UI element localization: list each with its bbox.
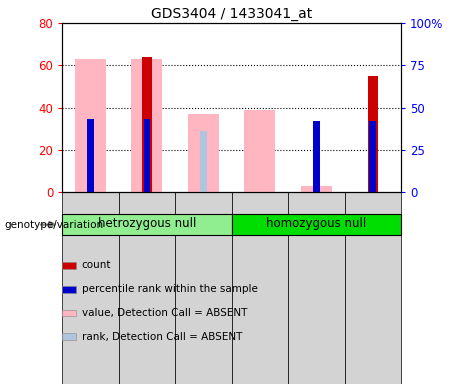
Bar <box>75 59 106 192</box>
Bar <box>231 192 288 384</box>
Bar <box>200 131 207 192</box>
Bar <box>313 121 320 192</box>
Text: rank, Detection Call = ABSENT: rank, Detection Call = ABSENT <box>82 332 242 342</box>
Text: percentile rank within the sample: percentile rank within the sample <box>82 284 258 294</box>
Bar <box>301 186 332 192</box>
FancyBboxPatch shape <box>231 214 401 235</box>
Title: GDS3404 / 1433041_at: GDS3404 / 1433041_at <box>151 7 312 21</box>
Text: hetrozygous null: hetrozygous null <box>98 217 196 230</box>
Bar <box>369 121 376 192</box>
Text: count: count <box>82 260 111 270</box>
Bar <box>344 192 401 384</box>
Bar <box>175 192 231 384</box>
Bar <box>244 110 275 192</box>
Text: value, Detection Call = ABSENT: value, Detection Call = ABSENT <box>82 308 247 318</box>
Bar <box>143 119 150 192</box>
Bar <box>368 76 378 192</box>
Text: genotype/variation: genotype/variation <box>5 220 104 230</box>
Bar <box>87 119 94 192</box>
Bar <box>131 59 162 192</box>
Bar <box>62 192 118 384</box>
Bar <box>142 57 152 192</box>
Text: homozygous null: homozygous null <box>266 217 366 230</box>
Bar <box>288 192 344 384</box>
FancyBboxPatch shape <box>62 214 231 235</box>
Bar <box>118 192 175 384</box>
Bar <box>188 114 219 192</box>
Bar <box>313 174 320 192</box>
